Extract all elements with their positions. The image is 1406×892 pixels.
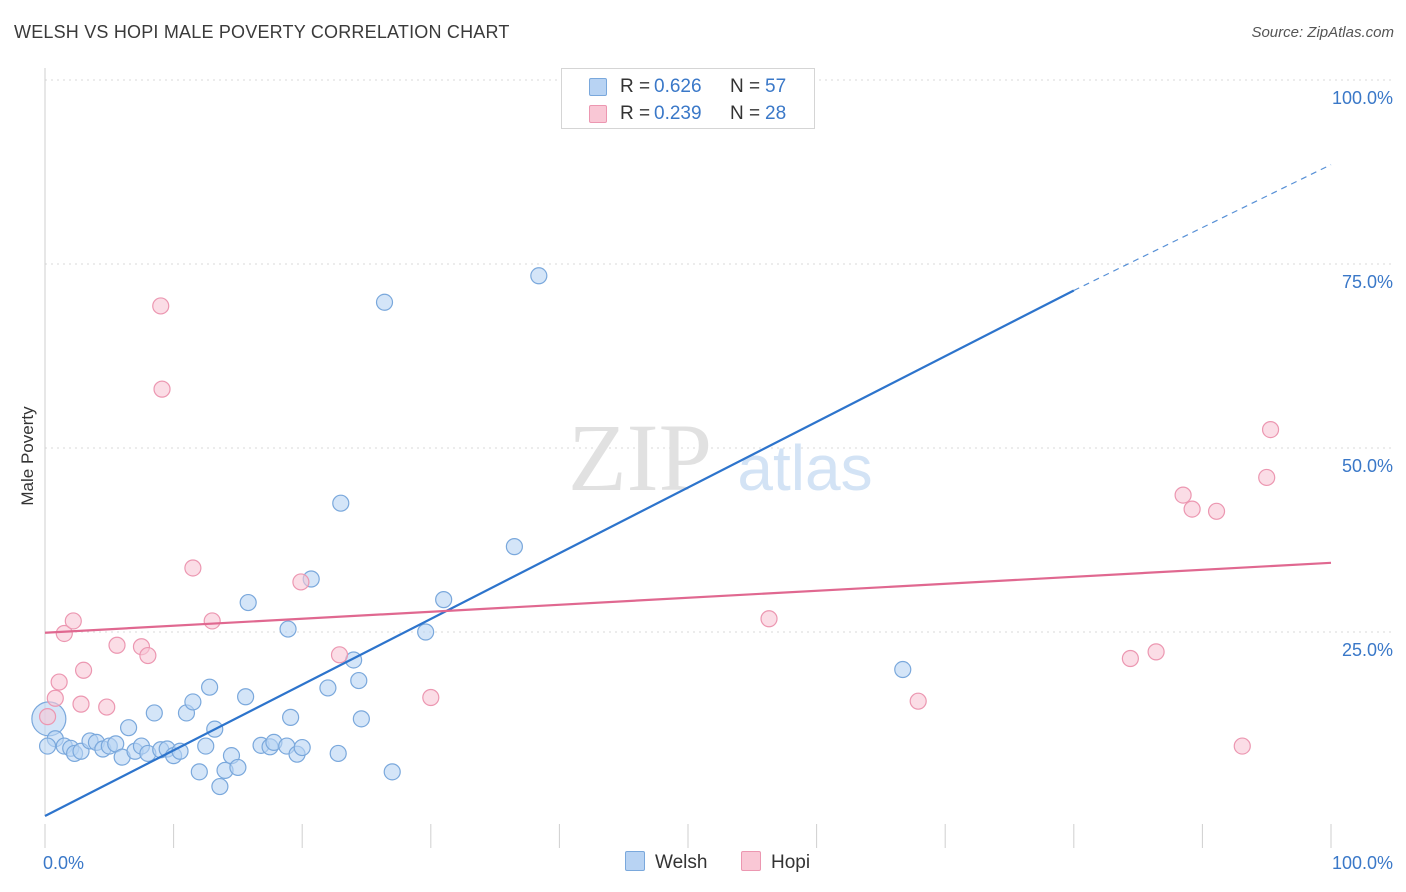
welsh-trend-extension — [1073, 164, 1332, 292]
watermark: ZIP atlas — [568, 404, 873, 511]
hopi-point — [1147, 643, 1165, 661]
welsh-point — [190, 763, 208, 781]
legend-row-hopi: R = 0.239 N = 28 — [562, 100, 814, 128]
welsh-point — [329, 744, 347, 763]
welsh-point — [145, 704, 163, 722]
hopi-point — [1258, 468, 1276, 487]
welsh-n-label: N = — [730, 76, 761, 97]
hopi-legend-swatch — [741, 851, 761, 871]
hopi-point — [98, 698, 116, 716]
welsh-point — [279, 620, 297, 638]
welsh-point — [350, 671, 368, 690]
y-tick-label: 25.0% — [1342, 640, 1393, 660]
grid-layer — [45, 79, 1392, 633]
legend-item-hopi: Hopi — [741, 851, 810, 874]
y-tick-label: 100.0% — [1332, 88, 1393, 108]
hopi-r-label: R = — [620, 103, 651, 124]
chart-title: WELSH VS HOPI MALE POVERTY CORRELATION C… — [14, 22, 510, 42]
hopi-point — [1183, 500, 1201, 518]
welsh-point — [293, 738, 311, 757]
hopi-point — [152, 297, 170, 315]
hopi-point — [74, 661, 93, 679]
welsh-point — [417, 623, 435, 641]
welsh-point — [197, 737, 215, 755]
welsh-point — [119, 719, 138, 737]
y-tick-label: 75.0% — [1342, 272, 1393, 292]
source-credit: Source: ZipAtlas.com — [1251, 24, 1394, 41]
welsh-point — [237, 688, 255, 706]
welsh-r-value: 0.626 — [654, 76, 702, 97]
y-tick-label: 50.0% — [1342, 456, 1393, 476]
hopi-n-label: N = — [730, 103, 761, 124]
hopi-point — [46, 689, 64, 707]
hopi-legend-label: Hopi — [771, 852, 811, 873]
hopi-point — [50, 673, 68, 691]
welsh-point — [375, 293, 394, 311]
x-tick-label: 100.0% — [1332, 853, 1393, 873]
welsh-point — [171, 742, 189, 760]
hopi-point — [1207, 502, 1226, 520]
welsh-point — [239, 593, 257, 612]
axis-layer: 25.0% 50.0% 75.0% 100.0% 0.0% 100.0% — [43, 68, 1393, 873]
welsh-point — [352, 710, 370, 728]
welsh-point — [211, 777, 229, 796]
hopi-swatch — [589, 105, 607, 123]
hopi-point — [203, 612, 221, 630]
welsh-r-label: R = — [620, 76, 651, 97]
hopi-trend-line — [44, 561, 1332, 634]
legend-item-welsh: Welsh — [625, 851, 707, 874]
hopi-point — [1174, 486, 1192, 504]
hopi-point — [72, 695, 90, 713]
welsh-point — [383, 763, 401, 781]
welsh-legend-label: Welsh — [655, 852, 708, 873]
welsh-n-value: 57 — [765, 76, 787, 97]
hopi-n-value: 28 — [765, 103, 787, 124]
trend-layer — [44, 164, 1332, 817]
welsh-point — [435, 591, 453, 609]
hopi-point — [108, 636, 126, 654]
welsh-point — [530, 267, 548, 285]
x-tick-label: 0.0% — [43, 853, 84, 873]
welsh-point — [184, 693, 202, 711]
hopi-point — [292, 573, 310, 591]
welsh-point — [38, 737, 57, 755]
hopi-point — [153, 380, 171, 398]
hopi-point — [1261, 421, 1280, 439]
hopi-point — [422, 688, 440, 707]
legend-stats: R = 0.626 N = 57 R = 0.239 N = 28 — [561, 68, 815, 129]
welsh-point — [229, 758, 247, 777]
welsh-point — [505, 538, 523, 556]
hopi-point — [760, 610, 778, 628]
hopi-point — [1121, 649, 1139, 668]
welsh-point — [282, 708, 300, 726]
welsh-point — [894, 660, 912, 679]
watermark-zip: ZIP — [568, 404, 712, 511]
welsh-legend-swatch — [625, 851, 645, 871]
hopi-point — [55, 624, 73, 643]
welsh-point — [201, 678, 219, 696]
hopi-point — [64, 612, 82, 630]
hopi-point — [38, 708, 57, 726]
welsh-swatch — [589, 78, 607, 96]
welsh-point — [332, 494, 350, 512]
hopi-r-value: 0.239 — [654, 103, 702, 124]
welsh-point — [319, 679, 337, 697]
hopi-point — [184, 559, 202, 577]
watermark-atlas: atlas — [737, 432, 872, 504]
hopi-point — [909, 692, 927, 710]
hopi-point — [139, 646, 157, 665]
welsh-trend-line — [44, 289, 1075, 817]
hopi-point — [1233, 737, 1251, 755]
legend-row-welsh: R = 0.626 N = 57 — [562, 73, 814, 101]
hopi-point — [330, 646, 349, 664]
points-layer — [31, 71, 1280, 796]
